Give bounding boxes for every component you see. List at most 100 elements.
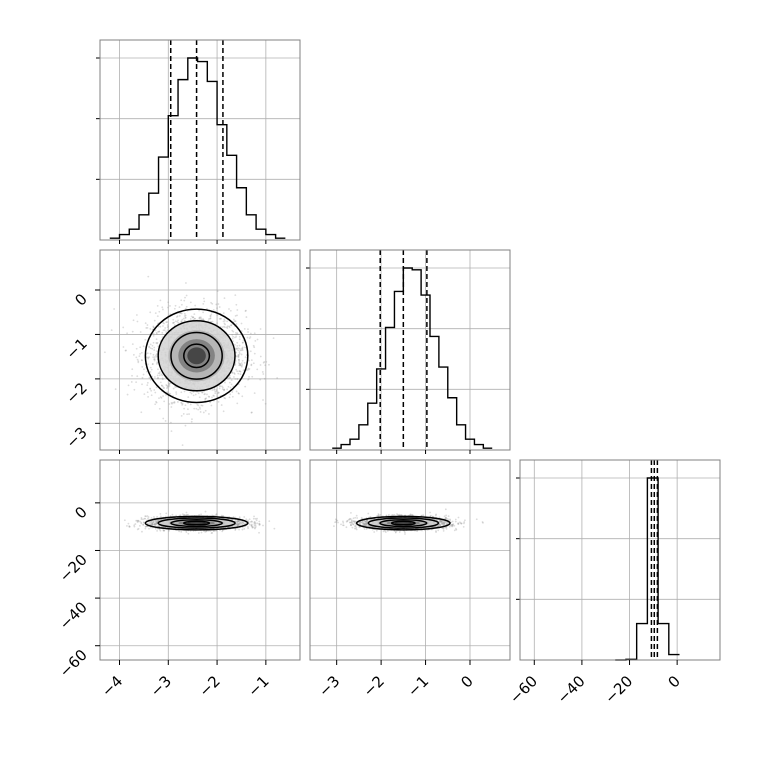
sample-point [159, 515, 162, 518]
sample-point [429, 511, 432, 514]
sample-point [213, 389, 215, 391]
sample-point [216, 392, 219, 395]
sample-point [142, 345, 145, 348]
sample-point [175, 391, 178, 394]
histogram-panel-2 [516, 459, 721, 661]
sample-point [167, 325, 169, 328]
contour-line [183, 520, 211, 526]
sample-point [155, 522, 158, 525]
sample-point [247, 378, 249, 381]
sample-point [175, 514, 177, 517]
sample-point [212, 530, 215, 533]
sample-point [400, 514, 403, 517]
sample-point [144, 517, 147, 520]
sample-point [149, 388, 152, 390]
sample-point [152, 356, 155, 359]
sample-point [179, 514, 182, 517]
sample-point [126, 332, 128, 335]
sample-point [152, 335, 155, 337]
sample-point [217, 303, 220, 305]
sample-point [237, 372, 240, 375]
sample-point [163, 322, 165, 325]
sample-point [235, 355, 238, 358]
contour-line [157, 517, 236, 529]
sample-point [161, 306, 164, 309]
sample-point [243, 527, 246, 530]
panel-frame [309, 249, 511, 451]
sample-point [180, 299, 183, 302]
sample-point [146, 522, 149, 525]
sample-point [155, 354, 157, 357]
density-content [103, 275, 279, 447]
sample-point [253, 515, 255, 518]
sample-point [160, 525, 163, 528]
sample-point [241, 363, 244, 366]
sample-point [199, 411, 202, 413]
sample-point [222, 312, 225, 315]
sample-point [259, 328, 262, 330]
sample-point [177, 319, 179, 322]
sample-point [238, 520, 241, 523]
sample-point [168, 383, 171, 385]
contour-line [144, 515, 249, 531]
sample-point [238, 362, 240, 364]
sample-point [250, 363, 253, 366]
sample-point [152, 341, 155, 344]
sample-point [155, 523, 158, 526]
sample-point [113, 308, 115, 310]
sample-point [250, 523, 253, 526]
sample-point [265, 360, 268, 363]
sample-point [140, 359, 143, 361]
sample-point [136, 521, 139, 524]
sample-point [220, 514, 223, 517]
sample-point [365, 523, 367, 525]
sample-point [156, 342, 159, 345]
sample-point [149, 387, 152, 390]
sample-point [184, 314, 187, 317]
sample-point [241, 521, 244, 524]
sample-point [150, 517, 153, 519]
sample-point [160, 396, 163, 399]
sample-point [180, 530, 183, 533]
sample-point [221, 385, 223, 388]
sample-point [229, 376, 232, 379]
sample-point [154, 520, 157, 522]
sample-point [221, 530, 224, 533]
sample-point [156, 361, 159, 364]
sample-point [237, 356, 240, 358]
sample-point [235, 333, 238, 336]
sample-point [169, 305, 171, 307]
sample-point [158, 330, 161, 333]
sample-point [238, 360, 240, 362]
sample-point [208, 318, 210, 320]
sample-point [155, 521, 158, 524]
sample-point [228, 308, 230, 310]
sample-point [238, 338, 241, 341]
sample-point [349, 521, 352, 524]
sample-point [238, 364, 241, 367]
sample-point [253, 521, 256, 524]
sample-point [223, 389, 225, 392]
sample-point [247, 359, 250, 362]
sample-point [236, 341, 239, 344]
sample-point [212, 308, 215, 311]
sample-point [251, 526, 254, 529]
sample-point [241, 359, 244, 362]
sample-point [153, 358, 156, 361]
sample-point [247, 367, 250, 370]
sample-point [163, 400, 166, 403]
sample-point [147, 363, 149, 366]
sample-point [150, 394, 153, 397]
sample-point [146, 515, 149, 517]
sample-point [192, 394, 195, 397]
contour-line [144, 308, 249, 404]
sample-point [178, 530, 181, 533]
sample-point [123, 519, 126, 522]
sample-point [439, 524, 442, 526]
sample-point [354, 516, 357, 519]
sample-point [219, 385, 222, 388]
sample-point [248, 523, 251, 526]
sample-point [236, 333, 239, 336]
sample-point [215, 303, 218, 306]
sample-point [463, 522, 465, 525]
